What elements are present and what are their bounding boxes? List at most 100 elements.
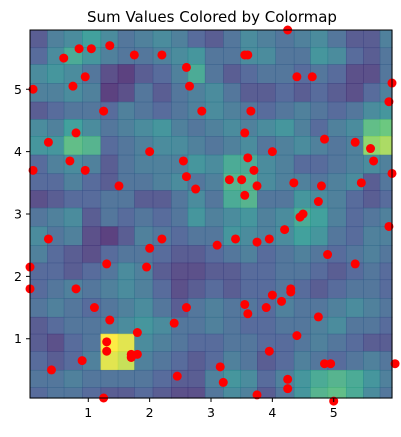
scatter-point — [326, 359, 336, 369]
heatmap-cell — [100, 154, 119, 175]
heatmap-cell — [293, 154, 311, 175]
heatmap-cell — [117, 333, 135, 352]
heatmap-cell — [240, 387, 258, 399]
scatter-point — [157, 50, 167, 60]
heatmap-cell — [240, 369, 258, 388]
heatmap-cell — [47, 369, 65, 388]
heatmap-cell — [152, 119, 172, 137]
heatmap-cell — [134, 101, 154, 120]
heatmap-cell — [257, 30, 277, 49]
heatmap-cell — [327, 245, 347, 264]
heatmap-cell — [310, 119, 329, 137]
scatter-point — [267, 147, 277, 157]
scatter-point — [369, 156, 379, 166]
heatmap-cell — [223, 245, 242, 264]
heatmap-cell — [152, 154, 172, 175]
y-axis: 1 2 3 4 5 — [14, 82, 30, 346]
scatter-point — [212, 240, 222, 250]
heatmap-cell — [240, 279, 258, 299]
heatmap-cell — [63, 64, 83, 84]
scatter-point — [307, 72, 317, 82]
heatmap-cell — [152, 279, 172, 299]
heatmap-cell — [257, 262, 277, 281]
scatter-point — [384, 221, 394, 231]
scatter-point — [59, 53, 69, 63]
heatmap-cell — [327, 298, 347, 318]
heatmap-cell — [30, 245, 48, 264]
heatmap-cell — [293, 30, 311, 49]
scatter-point — [215, 362, 225, 372]
heatmap-cell — [82, 119, 102, 137]
scatter-point — [157, 234, 167, 244]
heatmap-cell — [310, 333, 329, 352]
heatmap-cell — [63, 262, 83, 281]
scatter-point — [105, 315, 115, 325]
heatmap-cell — [363, 333, 381, 352]
heatmap-cell — [240, 351, 258, 371]
heatmap-cell — [171, 279, 189, 299]
scatter-point — [384, 97, 394, 107]
heatmap-cell — [293, 298, 311, 318]
heatmap-cell — [275, 101, 295, 120]
heatmap-cell — [117, 369, 135, 388]
heatmap-cell — [363, 47, 381, 65]
heatmap-cell — [310, 316, 329, 335]
scatter-point — [126, 352, 136, 362]
heatmap-cell — [275, 226, 295, 246]
heatmap-cell — [152, 190, 172, 209]
heatmap-cell — [204, 190, 224, 209]
heatmap-cell — [152, 136, 172, 156]
heatmap-cell — [327, 64, 347, 84]
scatter-point — [240, 190, 250, 200]
heatmap-cell — [152, 316, 172, 335]
heatmap-cell — [30, 136, 48, 156]
heatmap-cell — [134, 64, 154, 84]
heatmap-cell — [82, 30, 102, 49]
heatmap-cell — [30, 387, 48, 399]
heatmap-cell — [82, 316, 102, 335]
scatter-point — [145, 243, 155, 253]
heatmap-cell — [100, 136, 119, 156]
heatmap-cell — [345, 207, 364, 228]
heatmap-cell — [30, 316, 48, 335]
heatmap-cell — [223, 387, 242, 399]
heatmap-cell — [363, 226, 381, 246]
heatmap-cell — [187, 136, 206, 156]
heatmap-cell — [63, 351, 83, 371]
scatter-point — [65, 156, 75, 166]
heatmap-cell — [240, 136, 258, 156]
heatmap-cell — [117, 245, 135, 264]
heatmap-cell — [345, 369, 364, 388]
heatmap-cell — [223, 30, 242, 49]
heatmap-cell — [223, 154, 242, 175]
scatter-point — [102, 259, 112, 269]
scatter-point — [292, 72, 302, 82]
heatmap-cell — [257, 387, 277, 399]
heatmap-cell — [47, 64, 65, 84]
chart-title: Sum Values Colored by Colormap — [87, 8, 337, 26]
heatmap-cell — [363, 316, 381, 335]
heatmap-cell — [134, 333, 154, 352]
heatmap-cell — [345, 119, 364, 137]
heatmap-cell — [82, 226, 102, 246]
heatmap-cell — [379, 333, 393, 352]
scatter-point — [99, 106, 109, 116]
scatter-point — [240, 50, 250, 60]
heatmap-cell — [134, 207, 154, 228]
heatmap-cell — [327, 101, 347, 120]
heatmap-cell — [187, 316, 206, 335]
heatmap-cell — [240, 245, 258, 264]
heatmap-cell — [134, 190, 154, 209]
heatmap-cell — [327, 279, 347, 299]
heatmap-cell — [152, 207, 172, 228]
scatter-point — [243, 309, 253, 319]
scatter-point — [237, 175, 247, 185]
heatmap-cell — [257, 101, 277, 120]
heatmap-cell — [82, 207, 102, 228]
scatter-point — [289, 178, 299, 188]
scatter-point — [197, 106, 207, 116]
scatter-point — [181, 62, 191, 72]
heatmap-cell — [117, 262, 135, 281]
scatter-point — [28, 165, 38, 175]
heatmap-cell — [379, 279, 393, 299]
